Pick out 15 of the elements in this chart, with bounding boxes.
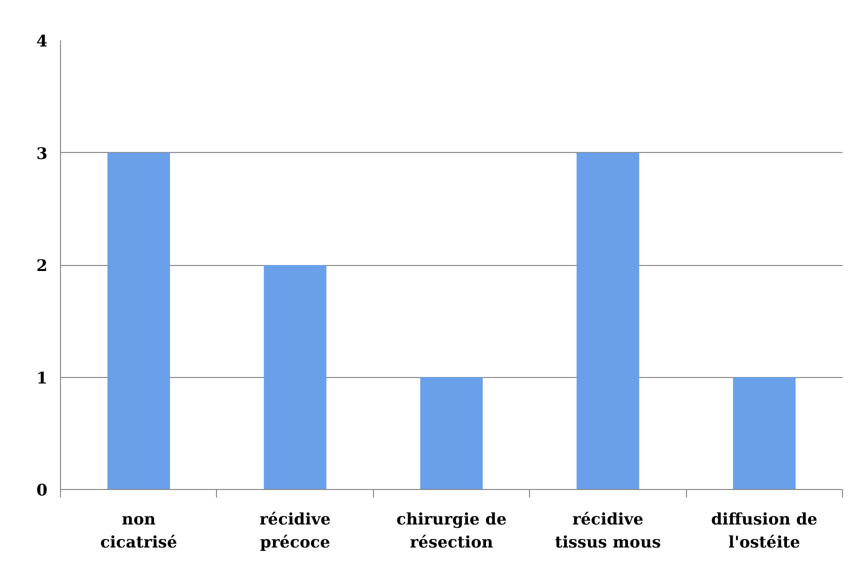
bar — [576, 152, 640, 490]
x-tick-label: récidive précoce — [260, 510, 331, 552]
bar — [733, 377, 796, 490]
y-tick-label: 2 — [36, 256, 48, 275]
x-tick-label: chirurgie de résection — [396, 510, 507, 552]
bar — [107, 152, 170, 490]
x-tick-label: récidive tissus mous — [554, 510, 661, 552]
y-tick-label: 4 — [36, 32, 48, 50]
bar — [420, 377, 483, 490]
y-tick-label: 1 — [36, 368, 48, 388]
y-tick-label: 0 — [36, 480, 48, 500]
x-tick-label: non cicatrisé — [100, 510, 178, 552]
x-tick-label: diffusion de l'ostéite — [711, 510, 818, 552]
bar — [264, 265, 326, 490]
y-tick-label: 3 — [36, 144, 48, 163]
